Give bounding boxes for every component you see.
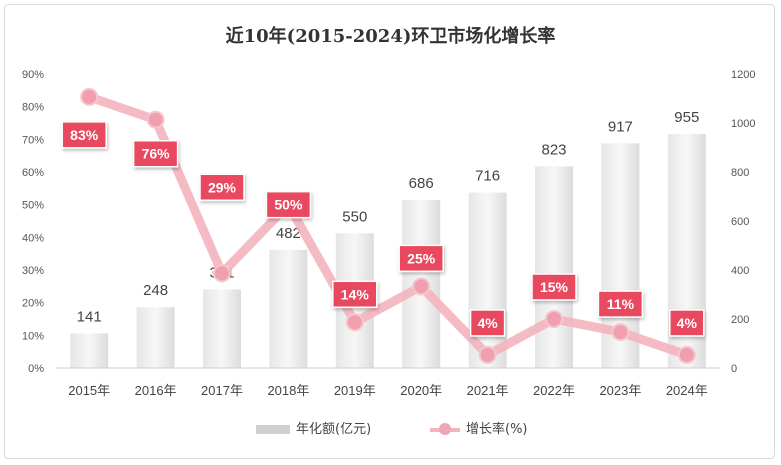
growth-label-box [132, 139, 179, 168]
bar-value-label: 955 [674, 109, 699, 126]
x-axis-tick: 2019年 [334, 383, 376, 398]
left-axis-tick: 90% [22, 69, 44, 81]
growth-point [677, 345, 696, 364]
right-axis-tick: 1200 [731, 69, 755, 81]
x-axis-tick: 2021年 [467, 383, 509, 398]
growth-label-box [469, 309, 506, 337]
growth-label-box [531, 273, 577, 301]
x-axis-tick: 2020年 [400, 383, 442, 398]
growth-point [478, 345, 497, 364]
bar-value-label: 141 [77, 308, 102, 325]
bar-value-label: 482 [276, 225, 301, 242]
legend-bar: 年化额(亿元) [256, 418, 371, 437]
growth-label: 11% [607, 296, 635, 312]
growth-label: 4% [477, 315, 498, 331]
growth-point [545, 310, 563, 328]
chart-title: 近10年(2015-2024)环卫市场化增长率 [225, 26, 556, 47]
legend-line: 增长率(%) [430, 418, 528, 437]
left-axis-tick: 10% [22, 330, 44, 342]
growth-point [146, 110, 165, 129]
growth-label: 83% [70, 127, 99, 143]
bar-value-label: 248 [143, 282, 168, 299]
growth-point [412, 277, 431, 296]
bar-value-label: 550 [342, 208, 367, 225]
growth-label-box [199, 173, 245, 202]
bar-value-label: 917 [608, 118, 633, 135]
x-axis-tick: 2015年 [68, 383, 110, 398]
left-axis-tick: 80% [22, 102, 44, 114]
left-axis-tick: 50% [22, 200, 44, 212]
growth-label: 4% [677, 315, 698, 331]
growth-label-box [669, 309, 705, 337]
left-axis-tick: 0% [28, 363, 44, 375]
left-axis-tick: 30% [22, 265, 44, 277]
legend-line-swatch [430, 423, 460, 435]
x-axis-tick: 2018年 [267, 383, 309, 398]
bar [535, 166, 573, 368]
growth-point [213, 264, 231, 283]
right-axis-tick: 400 [731, 265, 749, 277]
right-axis-tick: 1000 [731, 118, 755, 130]
bar-value-label: 686 [409, 175, 434, 192]
x-axis-tick: 2016年 [135, 383, 177, 398]
bar [203, 289, 241, 368]
growth-label-box [597, 290, 644, 318]
bar-value-label: 716 [475, 168, 500, 185]
left-axis-tick: 60% [22, 167, 44, 179]
growth-label: 76% [142, 146, 171, 162]
growth-label: 50% [274, 197, 303, 213]
legend-line-label: 增长率(%) [466, 422, 528, 437]
x-axis-tick: 2017年 [201, 383, 243, 398]
growth-label: 15% [540, 279, 569, 295]
growth-label: 25% [407, 250, 436, 266]
growth-label: 14% [341, 286, 370, 302]
right-axis-tick: 0 [731, 363, 737, 375]
x-axis-tick: 2023年 [599, 383, 641, 398]
growth-label: 29% [208, 179, 237, 195]
bar [269, 249, 308, 368]
growth-point [80, 87, 99, 106]
left-axis-tick: 20% [22, 298, 44, 310]
growth-label-box [398, 244, 444, 273]
growth-label-box [332, 280, 378, 309]
x-axis-tick: 2022年 [533, 383, 575, 398]
bar [136, 307, 175, 368]
chart-frame [4, 4, 775, 459]
legend-bar-swatch [256, 425, 290, 434]
growth-point [611, 323, 630, 342]
left-axis-tick: 70% [22, 134, 44, 146]
x-axis-tick: 2024年 [666, 383, 708, 398]
growth-line [84, 92, 692, 360]
bar [70, 333, 109, 368]
right-axis-tick: 800 [731, 167, 749, 179]
bar-value-label: 823 [541, 141, 566, 158]
growth-label-box [265, 190, 312, 219]
growth-point [345, 313, 364, 332]
right-axis-tick: 600 [731, 216, 749, 228]
legend-bar-label: 年化额(亿元) [296, 422, 372, 437]
left-axis-tick: 40% [22, 232, 44, 244]
growth-label-box [61, 121, 107, 149]
right-axis-tick: 200 [731, 314, 749, 326]
